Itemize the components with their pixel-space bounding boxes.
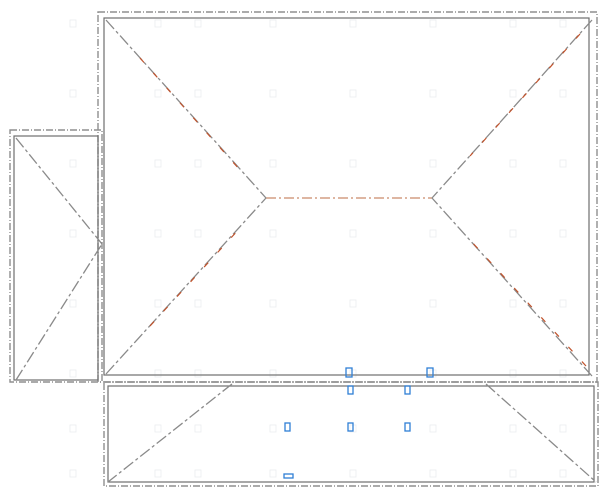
underlay-mark bbox=[429, 299, 437, 308]
underlay-mark bbox=[194, 89, 202, 98]
left-wing-hip-bottom bbox=[15, 243, 103, 381]
vent-marker bbox=[347, 385, 354, 395]
left-wing-roof-lines bbox=[15, 137, 103, 381]
underlay-mark bbox=[154, 229, 162, 238]
underlay-mark bbox=[154, 424, 162, 433]
vent-marker bbox=[284, 422, 291, 432]
hip-line-top-left bbox=[105, 19, 267, 199]
underlay-mark bbox=[349, 369, 357, 378]
left-wing-roof-inner-outline bbox=[13, 135, 99, 381]
hip-line-top-right bbox=[431, 19, 593, 199]
underlay-mark bbox=[429, 19, 437, 28]
underlay-mark bbox=[194, 369, 202, 378]
underlay-mark bbox=[269, 229, 277, 238]
vent-marker bbox=[283, 473, 294, 479]
hip-accent-top-right bbox=[469, 33, 581, 157]
underlay-mark bbox=[194, 299, 202, 308]
underlay-mark bbox=[269, 299, 277, 308]
underlay-mark bbox=[559, 424, 567, 433]
underlay-mark bbox=[69, 229, 77, 238]
underlay-mark bbox=[69, 89, 77, 98]
underlay-mark bbox=[194, 424, 202, 433]
underlay-mark bbox=[269, 159, 277, 168]
main-roof-lines bbox=[105, 19, 593, 377]
bottom-wing-roof-outline bbox=[103, 381, 599, 487]
underlay-mark bbox=[349, 89, 357, 98]
main-roof-outline bbox=[97, 11, 598, 383]
underlay-mark bbox=[429, 424, 437, 433]
underlay-mark bbox=[69, 299, 77, 308]
underlay-mark bbox=[154, 469, 162, 478]
underlay-mark bbox=[69, 469, 77, 478]
underlay-mark bbox=[509, 159, 517, 168]
underlay-mark bbox=[269, 19, 277, 28]
underlay-mark bbox=[154, 159, 162, 168]
underlay-mark bbox=[349, 159, 357, 168]
underlay-mark bbox=[194, 159, 202, 168]
main-roof-inner-outline bbox=[103, 17, 590, 376]
hip-accent-bottom-left bbox=[149, 227, 241, 327]
underlay-mark bbox=[429, 159, 437, 168]
vent-marker bbox=[426, 367, 434, 378]
hip-line-bottom-left bbox=[105, 197, 267, 375]
underlay-mark bbox=[559, 299, 567, 308]
underlay-mark bbox=[69, 424, 77, 433]
underlay-mark bbox=[559, 19, 567, 28]
underlay-grid bbox=[69, 19, 567, 478]
underlay-mark bbox=[559, 369, 567, 378]
underlay-mark bbox=[194, 229, 202, 238]
underlay-mark bbox=[154, 299, 162, 308]
hip-accent-bottom-right bbox=[469, 239, 587, 367]
underlay-mark bbox=[69, 369, 77, 378]
underlay-mark bbox=[509, 469, 517, 478]
underlay-mark bbox=[509, 89, 517, 98]
underlay-mark bbox=[349, 299, 357, 308]
underlay-mark bbox=[349, 19, 357, 28]
underlay-mark bbox=[194, 19, 202, 28]
underlay-mark bbox=[509, 229, 517, 238]
ventilation-markers bbox=[283, 367, 434, 479]
underlay-mark bbox=[559, 89, 567, 98]
vent-marker bbox=[345, 367, 353, 378]
underlay-mark bbox=[559, 469, 567, 478]
underlay-mark bbox=[154, 369, 162, 378]
underlay-mark bbox=[69, 159, 77, 168]
hip-accent-top-left bbox=[139, 57, 241, 171]
underlay-mark bbox=[509, 19, 517, 28]
underlay-mark bbox=[429, 469, 437, 478]
underlay-mark bbox=[559, 159, 567, 168]
underlay-mark bbox=[154, 89, 162, 98]
underlay-mark bbox=[269, 369, 277, 378]
vent-marker bbox=[404, 385, 411, 395]
vent-marker bbox=[347, 422, 354, 432]
bottom-wing-hip-left bbox=[107, 383, 233, 483]
vent-marker bbox=[404, 422, 411, 432]
hip-line-bottom-right bbox=[431, 197, 593, 377]
underlay-mark bbox=[269, 89, 277, 98]
bottom-wing-hip-right bbox=[485, 383, 597, 483]
underlay-mark bbox=[154, 19, 162, 28]
underlay-mark bbox=[269, 424, 277, 433]
underlay-mark bbox=[559, 229, 567, 238]
left-wing-roof-outline bbox=[9, 129, 103, 383]
underlay-mark bbox=[194, 469, 202, 478]
bottom-wing-roof-lines bbox=[107, 383, 597, 483]
underlay-mark bbox=[69, 19, 77, 28]
left-wing-hip-top bbox=[15, 137, 103, 245]
underlay-mark bbox=[509, 424, 517, 433]
underlay-mark bbox=[509, 299, 517, 308]
underlay-mark bbox=[429, 89, 437, 98]
underlay-mark bbox=[269, 469, 277, 478]
underlay-mark bbox=[429, 229, 437, 238]
underlay-mark bbox=[349, 229, 357, 238]
underlay-mark bbox=[509, 369, 517, 378]
underlay-mark bbox=[349, 469, 357, 478]
bottom-wing-roof-inner-outline bbox=[107, 385, 595, 483]
